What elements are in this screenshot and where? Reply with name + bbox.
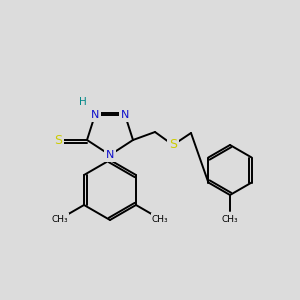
- Text: H: H: [79, 97, 87, 107]
- Text: S: S: [169, 139, 177, 152]
- Text: N: N: [106, 150, 114, 160]
- Text: CH₃: CH₃: [52, 214, 68, 224]
- Text: S: S: [54, 134, 62, 146]
- Text: CH₃: CH₃: [152, 214, 169, 224]
- Text: N: N: [91, 110, 99, 120]
- Text: CH₃: CH₃: [222, 215, 238, 224]
- Text: N: N: [121, 110, 129, 120]
